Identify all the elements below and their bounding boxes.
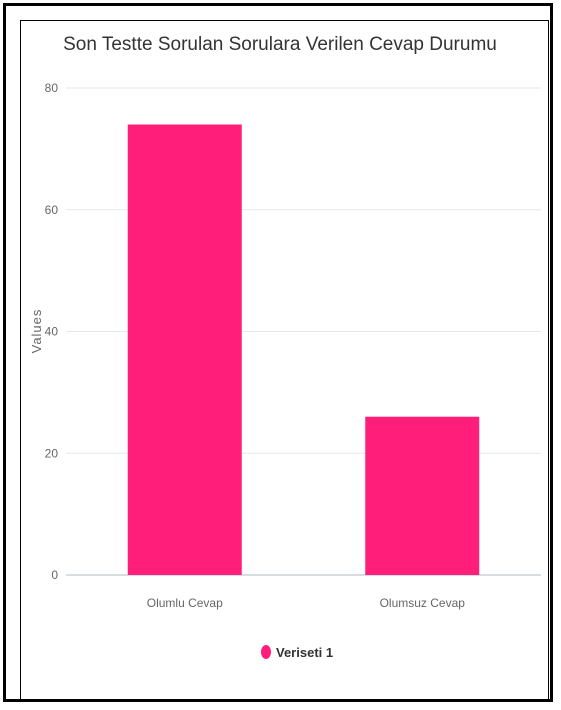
legend[interactable]: Veriseti 1 bbox=[261, 645, 333, 660]
x-tick-label: Olumsuz Cevap bbox=[380, 596, 466, 610]
x-tick-labels: Olumlu Cevap Olumsuz Cevap bbox=[147, 596, 466, 610]
y-tick-label: 80 bbox=[45, 81, 59, 95]
bar-olumsuz-cevap[interactable] bbox=[365, 416, 480, 575]
outer-frame bbox=[3, 3, 553, 702]
y-tick-label: 0 bbox=[51, 568, 58, 582]
y-tick-labels: 0 20 40 60 80 bbox=[45, 81, 59, 582]
x-tick-label: Olumlu Cevap bbox=[147, 596, 223, 610]
bar-olumlu-cevap[interactable] bbox=[127, 124, 242, 576]
y-tick-label: 60 bbox=[45, 203, 59, 217]
y-tick-label: 20 bbox=[45, 446, 59, 460]
chart-title: Son Testte Sorulan Sorulara Verilen Ceva… bbox=[63, 34, 497, 55]
inner-frame bbox=[20, 20, 549, 701]
y-tick-label: 40 bbox=[45, 325, 59, 339]
y-axis-title: Values bbox=[29, 309, 44, 354]
legend-marker-veriseti-1 bbox=[261, 645, 271, 659]
bars bbox=[127, 124, 480, 576]
legend-label-veriseti-1: Veriseti 1 bbox=[276, 645, 333, 660]
